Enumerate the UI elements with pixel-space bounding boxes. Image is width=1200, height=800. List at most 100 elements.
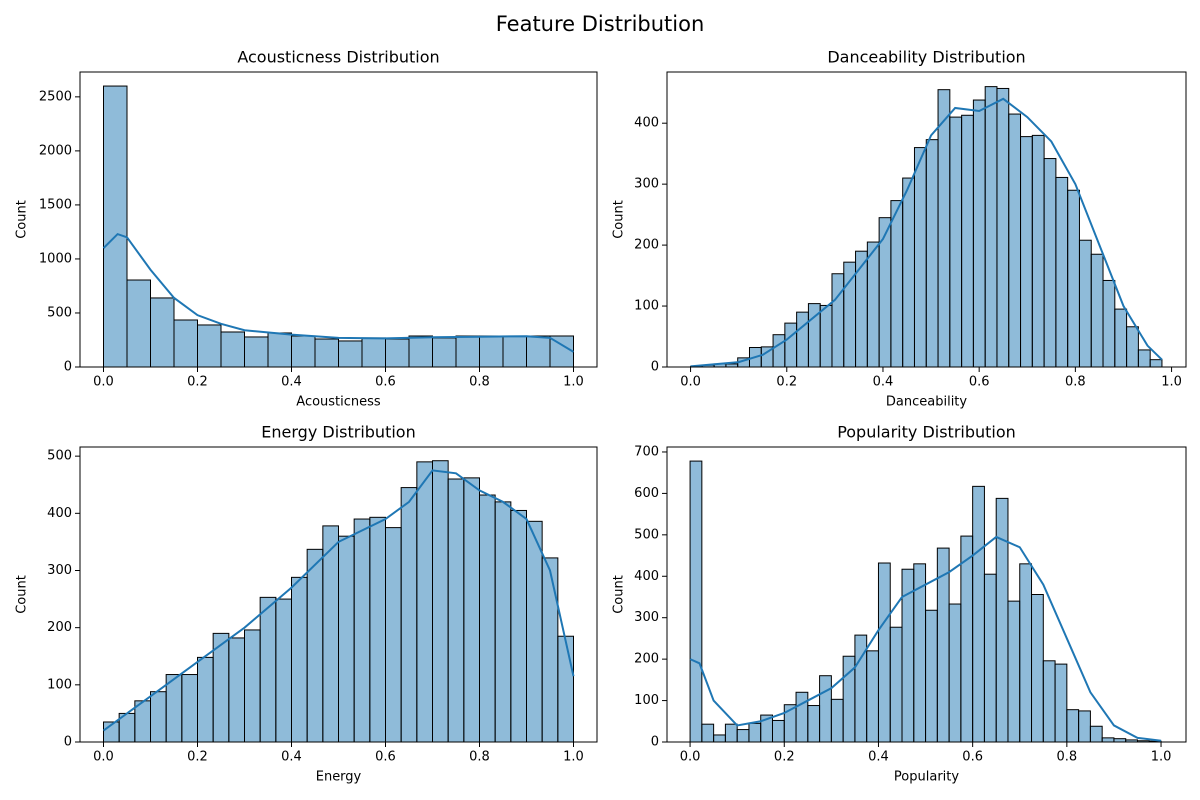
bar [432,337,457,368]
bar [291,335,316,368]
bar [1042,660,1056,743]
y-tick-label: 500 [47,449,72,464]
bar [1067,189,1080,368]
bar [1020,136,1033,368]
bar [1078,239,1092,368]
y-tick-label: 200 [47,620,72,635]
bar [338,535,355,743]
y-tick-label: 100 [634,693,659,708]
bar [772,334,786,368]
axes-frame [666,446,1187,743]
axes-frame [79,446,598,743]
bar [771,719,785,743]
bar [479,335,504,368]
y-tick-label: 400 [634,569,659,584]
subplot-title: Popularity Distribution [837,423,1016,442]
bar [432,460,449,743]
bar [306,548,324,743]
bar [995,497,1009,743]
bar [455,335,480,368]
bar [855,250,868,368]
bar [197,656,214,743]
x-tick-label: 0.2 [776,375,797,390]
bar [1101,737,1115,743]
bar [244,629,261,743]
kde-line [689,535,1162,742]
y-tick-label: 0 [651,735,659,750]
bar [796,311,809,368]
bar [510,509,527,743]
bar [197,324,222,368]
bar [1031,594,1044,743]
bar [877,562,891,743]
bar [408,335,433,368]
x-tick-label: 0.4 [281,375,302,390]
kde-line [102,232,575,353]
x-tick-label: 1.0 [1161,375,1182,390]
y-tick-label: 100 [47,677,72,692]
x-axis-label: Acousticness [296,395,381,410]
bar [526,335,551,368]
bar [1008,113,1022,368]
y-tick-label: 400 [634,116,659,131]
bar [866,650,879,743]
y-tick-label: 200 [634,652,659,667]
bar [819,304,833,368]
subplot-title: Acousticness Distribution [237,48,439,67]
bar [291,576,308,743]
bar [925,609,938,743]
bar [479,494,496,743]
y-tick-label: 300 [47,563,72,578]
y-tick-label: 2000 [39,143,72,158]
y-tick-label: 200 [634,238,659,253]
bar [1054,663,1068,743]
bar [526,520,543,743]
y-tick-label: 300 [634,177,659,192]
bar [502,335,527,368]
bar [1019,563,1033,743]
x-tick-label: 0.0 [93,375,114,390]
bar [1078,710,1091,743]
bar [400,487,418,743]
axes-frame [79,71,598,368]
bar [831,273,845,368]
bar [784,322,798,368]
y-tick-label: 600 [634,486,659,501]
bar [494,501,512,743]
bar [447,478,465,743]
bar [103,85,128,368]
bar [724,723,738,743]
bar [369,516,386,743]
bar [830,698,844,743]
bar [173,319,198,368]
bar [385,338,410,368]
bar [1043,158,1057,368]
bar [795,691,809,743]
x-tick-label: 1.0 [1151,750,1172,765]
bar [960,535,974,743]
y-tick-label: 1000 [39,251,72,266]
bar [416,461,433,743]
x-tick-label: 0.2 [187,375,208,390]
x-axis-label: Popularity [894,770,959,785]
bar [890,200,904,368]
bar [1031,134,1045,368]
x-axis-label: Energy [316,770,362,785]
figure-title: Feature Distribution [496,12,705,36]
bar [150,691,167,743]
bar [126,279,151,368]
bar [220,331,245,368]
y-tick-label: 300 [634,610,659,625]
y-tick-label: 1500 [39,197,72,212]
bar [984,86,998,368]
bar [259,596,277,743]
bar [1137,349,1151,368]
bar [353,518,371,743]
bar [913,147,927,368]
axes-frame [666,71,1187,368]
bar [1066,709,1080,743]
bar [267,332,292,368]
x-tick-label: 0.8 [1065,375,1086,390]
bar [150,297,175,368]
